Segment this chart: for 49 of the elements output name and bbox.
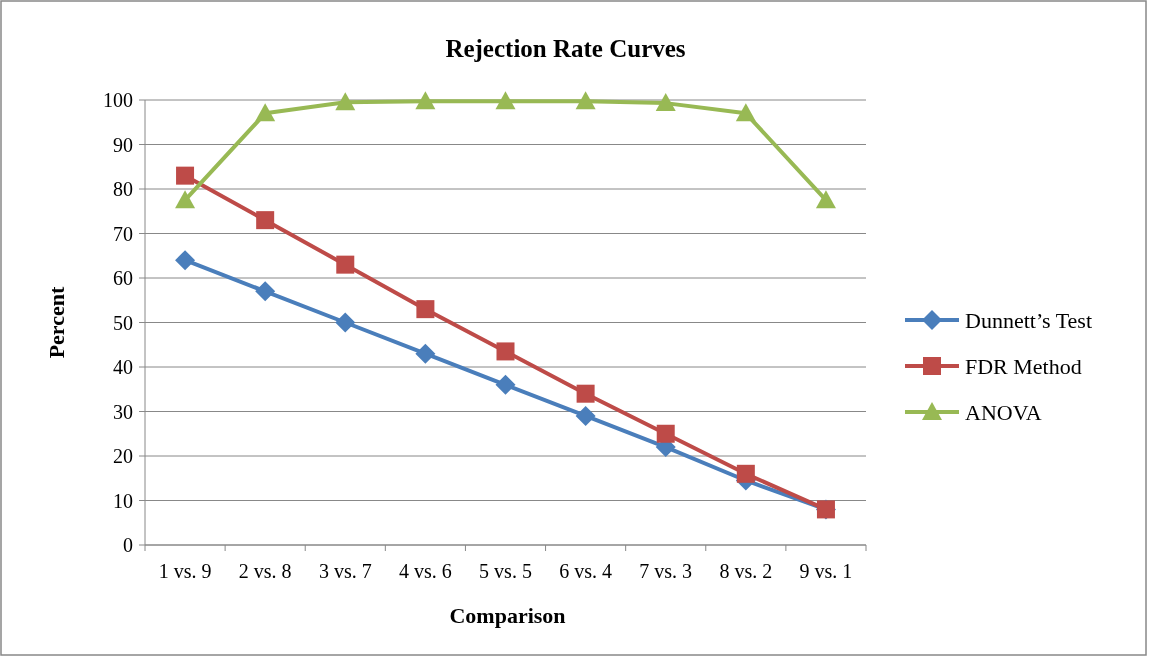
- point: [336, 255, 355, 274]
- point: [255, 103, 276, 122]
- point: [335, 312, 356, 333]
- point: [176, 166, 195, 185]
- y-axis-title: Percent: [44, 286, 69, 359]
- x-tick-label: 4 vs. 6: [398, 560, 452, 582]
- x-tick-label: 3 vs. 7: [318, 560, 372, 582]
- chart-title: Rejection Rate Curves: [445, 35, 686, 62]
- x-tick-label: 2 vs. 8: [238, 560, 292, 582]
- point: [175, 250, 196, 271]
- point: [415, 91, 436, 110]
- point: [655, 93, 676, 112]
- x-tick-label: 9 vs. 1: [799, 560, 853, 582]
- x-tick-label: 7 vs. 3: [639, 560, 693, 582]
- point: [656, 424, 675, 443]
- y-tick-label: 90: [113, 133, 133, 156]
- y-tick-label: 30: [113, 400, 133, 423]
- y-tick-label: 20: [113, 445, 133, 467]
- y-tick-label: 60: [113, 267, 133, 289]
- point: [255, 281, 276, 302]
- point: [576, 384, 595, 403]
- point: [495, 374, 516, 395]
- point: [256, 211, 275, 230]
- point: [575, 91, 596, 110]
- point: [175, 190, 196, 209]
- y-tick-label: 10: [113, 489, 133, 512]
- y-tick-label: 70: [113, 222, 133, 245]
- point: [416, 300, 435, 319]
- point: [335, 92, 356, 111]
- y-tick-label: 0: [123, 534, 133, 556]
- y-tick-label: 80: [113, 178, 133, 200]
- x-tick-label: 6 vs. 4: [559, 560, 613, 582]
- point: [736, 464, 755, 483]
- y-tick-label: 40: [113, 356, 133, 378]
- x-tick-label: 1 vs. 9: [158, 560, 212, 582]
- y-tick-label: 50: [113, 311, 133, 334]
- point: [815, 190, 836, 209]
- y-tick-label: 100: [103, 89, 133, 111]
- legend-label: Dunnett’s Test: [965, 307, 1092, 333]
- x-tick-label: 5 vs. 5: [479, 560, 532, 582]
- x-axis-title: Comparison: [449, 603, 566, 628]
- point: [495, 91, 516, 110]
- point: [496, 342, 515, 361]
- legend-label: ANOVA: [965, 399, 1042, 425]
- legend-label: FDR Method: [965, 353, 1082, 379]
- x-tick-label: 8 vs. 2: [719, 560, 773, 582]
- point: [575, 405, 596, 426]
- point: [415, 343, 436, 364]
- point: [735, 103, 756, 122]
